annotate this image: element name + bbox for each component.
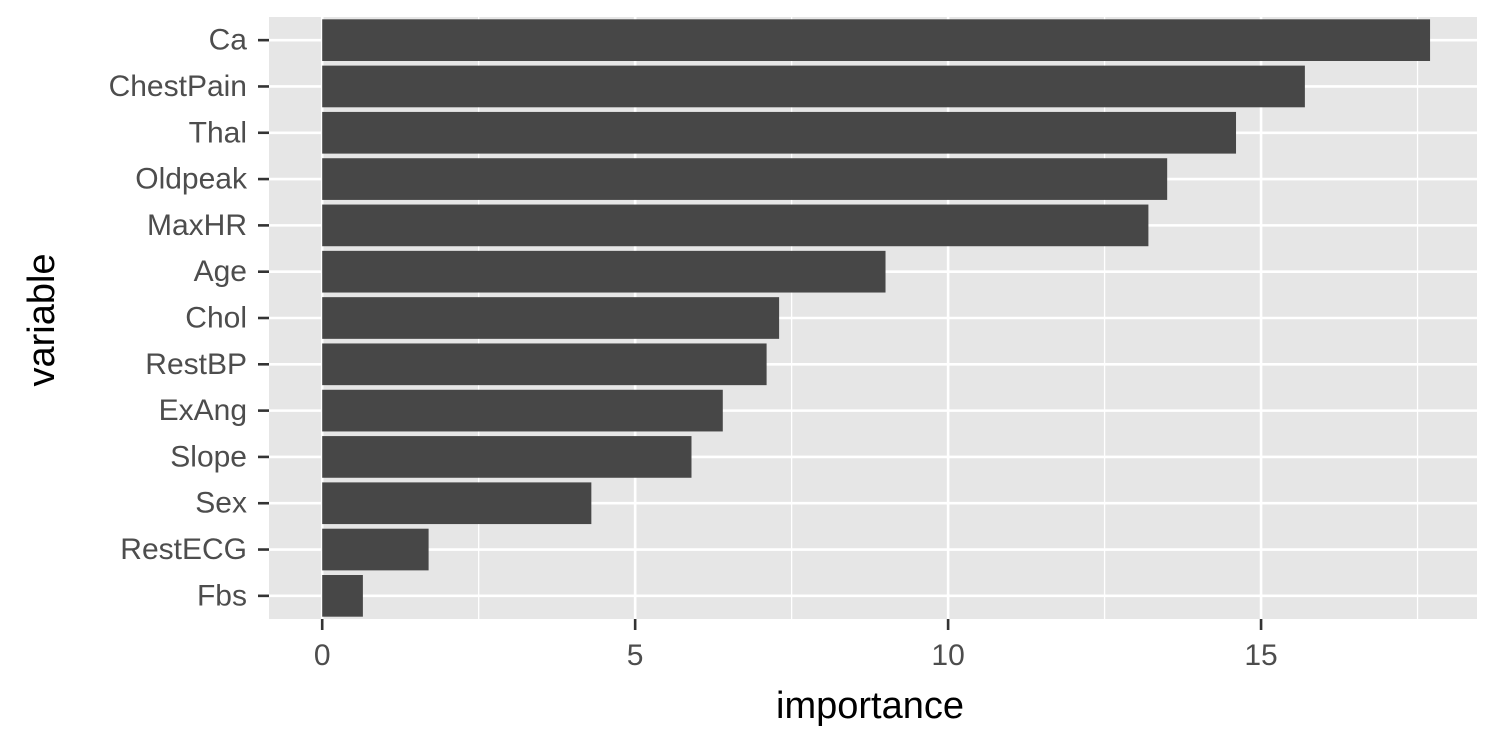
bar-chol <box>322 297 780 339</box>
y-tick-label: Thal <box>189 116 247 149</box>
bar-sex <box>322 482 592 525</box>
bar-slope <box>322 436 692 478</box>
bar-oldpeak <box>322 158 1168 200</box>
x-axis-title: importance <box>776 685 964 727</box>
bars <box>322 19 1431 617</box>
bar-fbs <box>322 575 363 617</box>
x-tick-label: 0 <box>314 639 331 672</box>
y-tick-label: Slope <box>170 440 247 473</box>
y-tick-label: MaxHR <box>147 209 247 242</box>
y-axis: Ca ChestPain Thal Oldpeak MaxHR Age Chol RestBP… <box>109 24 269 612</box>
x-axis: 0 5 10 15 <box>314 619 1278 672</box>
y-tick-label: ChestPain <box>109 70 247 103</box>
y-tick-label: Oldpeak <box>135 163 248 196</box>
bar-ca <box>322 19 1431 61</box>
bar-age <box>322 250 886 293</box>
bar-chestpain <box>322 65 1305 108</box>
y-tick-label: Fbs <box>197 579 247 612</box>
bar-maxhr <box>322 204 1149 247</box>
y-tick-label: Sex <box>195 487 247 520</box>
x-tick-label: 10 <box>931 639 964 672</box>
x-tick-label: 15 <box>1244 639 1277 672</box>
bar-restbp <box>322 343 767 386</box>
bar-restecg <box>322 528 429 571</box>
y-tick-label: RestECG <box>120 533 247 566</box>
bar-thal <box>322 111 1237 154</box>
y-tick-label: Age <box>194 255 247 288</box>
x-tick-label: 5 <box>627 639 644 672</box>
y-axis-title: variable <box>21 253 63 386</box>
bar-exang <box>322 389 723 432</box>
y-tick-label: ExAng <box>159 394 247 427</box>
y-tick-label: Chol <box>185 302 247 335</box>
y-tick-label: Ca <box>209 24 248 57</box>
y-tick-label: RestBP <box>145 348 247 381</box>
